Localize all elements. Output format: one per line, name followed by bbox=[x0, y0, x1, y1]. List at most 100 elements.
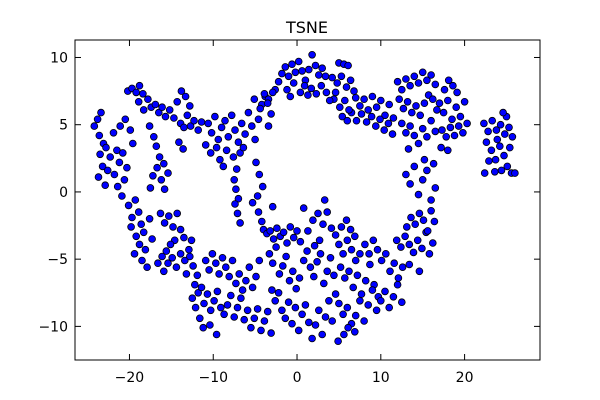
scatter-point bbox=[431, 127, 440, 136]
scatter-point bbox=[154, 259, 162, 268]
scatter-point bbox=[322, 88, 331, 97]
scatter-point bbox=[365, 250, 373, 258]
scatter-point bbox=[317, 81, 326, 90]
scatter-point bbox=[281, 314, 290, 323]
scatter-point bbox=[176, 225, 185, 234]
scatter-point bbox=[250, 95, 259, 103]
scatter-point bbox=[183, 111, 192, 120]
x-tick-label: −20 bbox=[115, 370, 145, 386]
scatter-point bbox=[292, 284, 301, 293]
scatter-point bbox=[298, 67, 306, 75]
scatter-point bbox=[427, 196, 435, 204]
scatter-point bbox=[263, 99, 272, 107]
scatter-point bbox=[393, 77, 402, 86]
scatter-point bbox=[257, 217, 266, 226]
scatter-point bbox=[160, 185, 169, 194]
scatter-point bbox=[232, 279, 240, 288]
scatter-point bbox=[308, 334, 316, 343]
scatter-point bbox=[325, 296, 333, 305]
scatter-point bbox=[289, 79, 298, 87]
scatter-point bbox=[244, 108, 253, 117]
scatter-point bbox=[335, 299, 343, 308]
scatter-point bbox=[340, 96, 349, 105]
scatter-point bbox=[369, 236, 378, 245]
scatter-point bbox=[185, 245, 193, 254]
scatter-point bbox=[139, 106, 148, 114]
scatter-point bbox=[364, 106, 373, 114]
scatter-point bbox=[206, 321, 214, 329]
scatter-point bbox=[101, 181, 109, 190]
scatter-point bbox=[268, 88, 277, 97]
scatter-point bbox=[155, 108, 163, 117]
scatter-point bbox=[508, 133, 517, 141]
scatter-point bbox=[109, 129, 118, 137]
scatter-point bbox=[405, 260, 414, 269]
scatter-point bbox=[309, 272, 318, 281]
scatter-point bbox=[395, 95, 404, 103]
scatter-point bbox=[331, 88, 340, 97]
scatter-point bbox=[438, 126, 446, 134]
scatter-point bbox=[248, 283, 257, 292]
y-tick-label: −10 bbox=[38, 319, 68, 335]
scatter-point bbox=[191, 280, 199, 289]
scatter-point bbox=[299, 204, 308, 212]
scatter-point bbox=[177, 87, 186, 95]
scatter-point bbox=[443, 146, 452, 155]
scatter-point bbox=[388, 130, 397, 138]
scatter-point bbox=[304, 227, 312, 235]
scatter-point bbox=[389, 292, 398, 301]
scatter-point bbox=[235, 270, 244, 278]
scatter-point bbox=[340, 330, 348, 339]
scatter-point bbox=[291, 303, 300, 312]
scatter-point bbox=[103, 166, 112, 175]
scatter-point bbox=[405, 240, 414, 249]
scatter-point bbox=[487, 146, 496, 155]
scatter-point bbox=[503, 162, 512, 171]
scatter-point bbox=[346, 76, 355, 85]
scatter-point bbox=[232, 165, 241, 173]
scatter-point bbox=[295, 274, 304, 282]
scatter-point bbox=[300, 81, 309, 90]
scatter-point bbox=[119, 149, 127, 157]
scatter-point bbox=[361, 276, 370, 285]
scatter-point bbox=[294, 57, 303, 66]
scatter-point bbox=[321, 72, 330, 81]
scatter-point bbox=[294, 326, 303, 335]
scatter-point bbox=[278, 262, 287, 270]
scatter-point bbox=[335, 103, 344, 111]
scatter-point bbox=[193, 271, 202, 280]
scatter-point bbox=[141, 245, 150, 254]
scatter-point bbox=[491, 155, 500, 164]
scatter-point bbox=[411, 220, 420, 229]
scatter-point bbox=[325, 96, 334, 105]
scatter-point bbox=[265, 250, 274, 258]
scatter-point bbox=[201, 256, 210, 265]
scatter-point bbox=[135, 81, 144, 90]
scatter-point bbox=[319, 220, 327, 229]
scatter-point bbox=[304, 318, 313, 327]
scatter-point bbox=[225, 272, 234, 281]
scatter-point bbox=[327, 224, 336, 233]
scatter-point bbox=[145, 215, 154, 223]
scatter-point bbox=[313, 257, 321, 266]
scatter-point bbox=[343, 116, 352, 125]
scatter-point bbox=[397, 298, 406, 307]
scatter-point bbox=[206, 306, 215, 315]
scatter-point bbox=[366, 260, 374, 269]
scatter-point bbox=[304, 65, 313, 74]
scatter-point bbox=[113, 182, 122, 191]
scatter-point bbox=[352, 116, 361, 125]
plot-frame bbox=[74, 39, 541, 361]
scatter-point bbox=[196, 314, 204, 323]
scatter-point bbox=[220, 310, 228, 319]
scatter-point bbox=[268, 202, 277, 211]
scatter-point bbox=[342, 83, 351, 91]
scatter-point bbox=[376, 96, 385, 105]
scatter-point bbox=[351, 94, 360, 102]
y-tick-label: −5 bbox=[47, 252, 68, 268]
scatter-point bbox=[175, 138, 183, 147]
scatter-point bbox=[314, 209, 322, 218]
scatter-point bbox=[311, 61, 320, 70]
scatter-point bbox=[397, 85, 406, 94]
scatter-point bbox=[406, 122, 414, 130]
